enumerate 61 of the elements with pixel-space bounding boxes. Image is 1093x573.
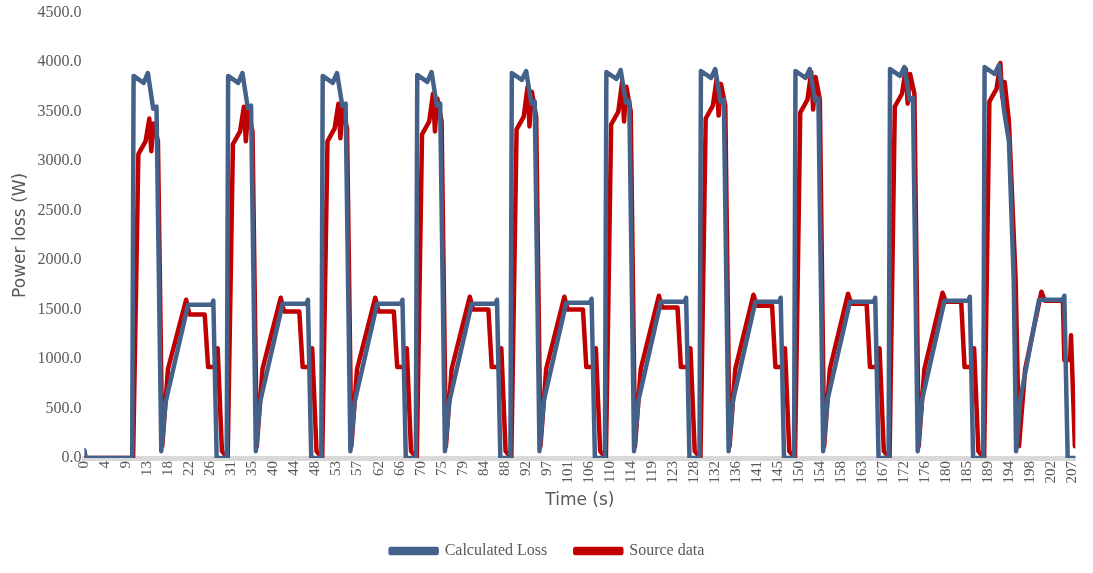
x-tick-label: 163 [852,461,869,484]
x-tick-label: 198 [1020,461,1037,484]
x-tick-label: 189 [978,461,995,484]
x-tick-label: 79 [453,461,470,477]
x-tick-label: 145 [768,461,785,484]
x-tick-label: 31 [222,461,239,477]
y-tick-label: 2500.0 [37,200,82,218]
x-tick-label: 158 [831,461,848,484]
x-tick-label: 167 [873,460,890,484]
x-tick-label: 114 [621,460,638,484]
x-tick-label: 154 [810,460,827,484]
x-tick-label: 26 [201,460,218,477]
x-tick-label: 132 [705,461,722,484]
legend-label: Source data [629,541,705,559]
x-tick-label: 185 [957,461,974,484]
legend-label: Calculated Loss [444,541,548,559]
x-axis-title: Time (s) [544,489,615,510]
x-tick-label: 92 [516,461,533,477]
x-tick-label: 136 [726,460,743,484]
y-tick-label: 3500.0 [37,101,82,119]
x-tick-label: 66 [390,460,407,477]
x-tick-label: 9 [117,461,134,469]
x-tick-label: 97 [537,460,554,477]
x-tick-label: 110 [600,461,617,484]
x-tick-label: 180 [936,461,953,484]
x-tick-label: 119 [642,461,659,484]
y-tick-label: 4000.0 [37,52,82,70]
x-tick-label: 194 [999,460,1016,484]
y-tick-label: 1500.0 [37,299,82,317]
y-tick-label: 500.0 [45,398,82,416]
y-tick-label: 2000.0 [37,250,82,268]
y-axis-title: Power loss (W) [8,172,29,298]
x-tick-label: 48 [306,461,323,477]
x-tick-label: 40 [264,461,281,477]
x-tick-label: 22 [180,461,197,477]
x-tick-label: 70 [411,461,428,477]
x-tick-label: 0 [75,461,92,469]
x-tick-label: 53 [327,461,344,477]
x-tick-label: 128 [684,461,701,484]
x-tick-label: 101 [558,461,575,484]
x-tick-label: 62 [369,461,386,477]
x-tick-label: 176 [915,460,932,484]
x-tick-label: 88 [495,461,512,477]
x-tick-label: 141 [747,461,764,484]
x-tick-label: 150 [789,461,806,484]
y-tick-label: 3000.0 [37,151,82,169]
x-tick-label: 123 [663,461,680,484]
x-tick-label: 57 [348,460,365,477]
x-tick-label: 172 [894,461,911,484]
x-tick-label: 207 [1062,460,1079,484]
x-tick-label: 44 [285,460,302,477]
y-tick-label: 4500.0 [37,2,82,20]
x-tick-label: 106 [579,460,596,484]
x-tick-label: 18 [159,461,176,477]
x-tick-label: 84 [474,460,491,477]
x-tick-label: 75 [432,461,449,477]
x-tick-label: 13 [138,461,155,477]
x-tick-label: 202 [1041,461,1058,484]
x-tick-label: 35 [243,461,260,477]
x-tick-label: 4 [96,460,113,469]
y-tick-label: 1000.0 [37,349,82,367]
